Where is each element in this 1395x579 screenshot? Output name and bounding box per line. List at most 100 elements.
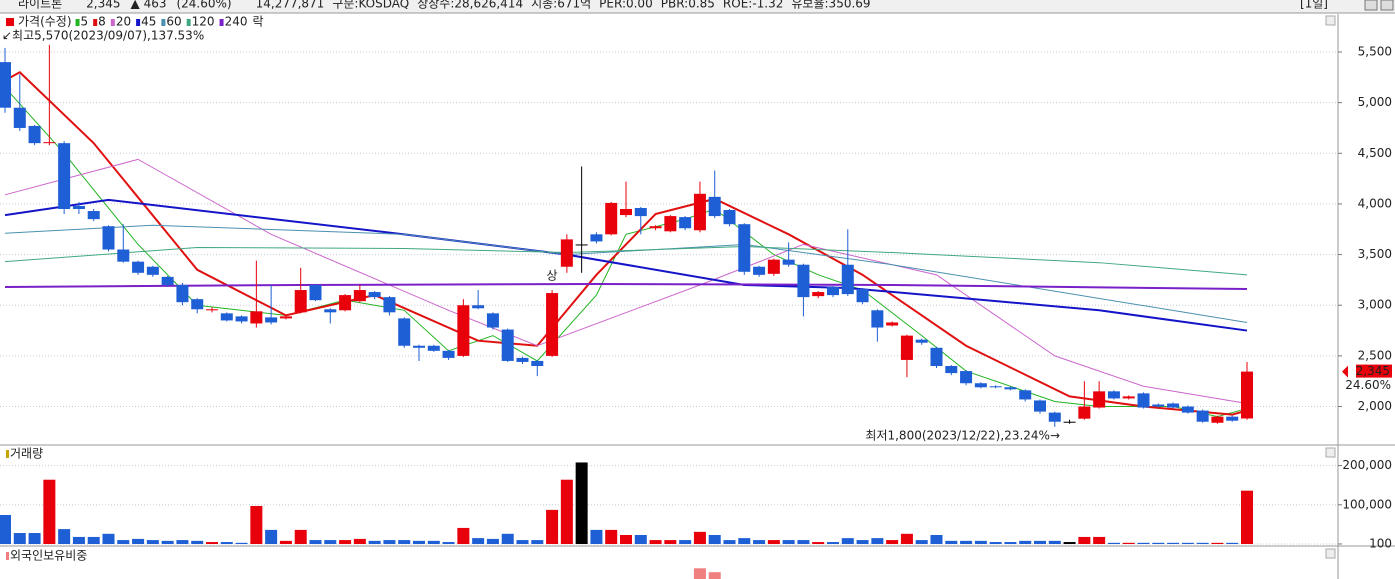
limit-mark: 상	[547, 269, 558, 283]
candle-body	[309, 284, 322, 301]
volume-bar	[782, 540, 795, 544]
candle-body	[560, 239, 573, 267]
volume-bar	[708, 572, 721, 579]
candle-body	[546, 293, 559, 356]
panel-title: 거래량	[10, 447, 43, 461]
candle-body	[930, 347, 943, 367]
candle-body	[827, 287, 839, 296]
candle-body	[960, 371, 973, 384]
candle-body	[1004, 387, 1017, 390]
volume-bar	[413, 540, 425, 544]
y-tick-label: 5,500	[1358, 44, 1392, 58]
candle-body	[738, 224, 751, 272]
candle-body	[442, 350, 455, 358]
candle-body	[43, 142, 56, 144]
panel-button[interactable]	[1325, 548, 1336, 559]
volume-bar	[442, 542, 455, 544]
panel-button[interactable]	[1325, 15, 1336, 26]
volume-bar	[738, 538, 751, 544]
legend-swatch	[161, 19, 166, 26]
volume-bar	[235, 542, 248, 544]
candle-body	[87, 211, 100, 220]
volume-bar	[1048, 540, 1061, 544]
volume-bar	[0, 514, 11, 544]
candle-body	[501, 329, 514, 361]
y-tick-label: 4,500	[1358, 146, 1392, 160]
moving-average-line	[4, 71, 1248, 416]
volume-bar	[812, 542, 825, 544]
volume-bar	[900, 533, 913, 544]
candle-body	[132, 261, 145, 273]
moving-average-line	[4, 198, 1248, 332]
volume-bar	[767, 540, 780, 544]
candle-body	[0, 62, 11, 108]
legend-swatch	[110, 19, 115, 26]
legend-swatch	[93, 19, 98, 26]
candle-body	[339, 295, 352, 311]
y-tick-label: 3,500	[1358, 247, 1392, 261]
candle-body	[265, 317, 278, 323]
volume-bar	[58, 529, 71, 544]
candle-body	[516, 357, 529, 362]
candle-body	[1137, 393, 1150, 408]
candle-body	[1107, 391, 1120, 399]
window-button[interactable]	[1380, 0, 1394, 11]
volume-bar	[206, 542, 218, 544]
candle-body	[767, 259, 780, 274]
volume-bar	[87, 536, 100, 544]
legend-entry: 5	[81, 15, 89, 29]
legend-swatch	[186, 19, 191, 26]
header-field: 시총:671억	[531, 0, 591, 11]
header-field: ▲ 463	[131, 0, 167, 11]
legend-swatch	[136, 19, 141, 26]
candle-body	[723, 210, 736, 225]
y-tick-label: 4,000	[1358, 196, 1392, 210]
volume-bar	[723, 540, 736, 544]
candle-body	[13, 107, 26, 128]
volume-bar	[974, 540, 987, 544]
panel-title-swatch	[6, 552, 9, 560]
volume-bar	[560, 479, 573, 544]
volume-bar	[383, 540, 396, 544]
y-tick-label: 2,500	[1358, 348, 1392, 362]
candle-body	[58, 143, 71, 209]
volume-bar	[1167, 542, 1180, 544]
volume-bar	[191, 540, 204, 544]
header-field: ROE:-1.32	[723, 0, 783, 11]
candle-body	[531, 360, 544, 367]
low-note: 최저1,800(2023/12/22),23.24%→	[865, 429, 1060, 443]
header-field: 유보율:350.69	[791, 0, 870, 11]
volume-bar	[693, 568, 706, 579]
panel-button[interactable]	[1325, 447, 1336, 458]
window-button[interactable]	[1364, 0, 1378, 11]
volume-bar	[132, 538, 145, 544]
candle-body	[472, 305, 485, 309]
volume-bar	[309, 540, 322, 544]
candle-body	[1196, 410, 1209, 422]
volume-bar	[1093, 536, 1106, 544]
legend-entry: 락	[252, 15, 263, 29]
volume-bar	[102, 533, 115, 544]
candle-body	[324, 309, 337, 313]
candle-body	[1122, 396, 1135, 399]
moving-average-line	[4, 282, 1248, 291]
volume-bar	[649, 540, 662, 544]
legend-swatch	[75, 19, 80, 26]
volume-bar	[871, 538, 884, 544]
volume-bar	[368, 540, 381, 544]
y-tick-label: 2,000	[1358, 399, 1392, 413]
candle-body	[693, 193, 706, 231]
period-button[interactable]: [1일]	[1300, 0, 1328, 11]
candle-body	[915, 339, 928, 343]
volume-bar	[398, 540, 411, 544]
header-field: (24.60%)	[176, 0, 231, 11]
candle-body	[620, 209, 632, 216]
volume-bar	[634, 534, 647, 544]
volume-bar	[1196, 542, 1209, 544]
moving-average-line	[4, 245, 1248, 276]
candle-body	[1226, 416, 1239, 421]
legend-entry: 45	[141, 15, 156, 29]
volume-bar	[294, 529, 307, 544]
candle-body	[989, 386, 1002, 388]
